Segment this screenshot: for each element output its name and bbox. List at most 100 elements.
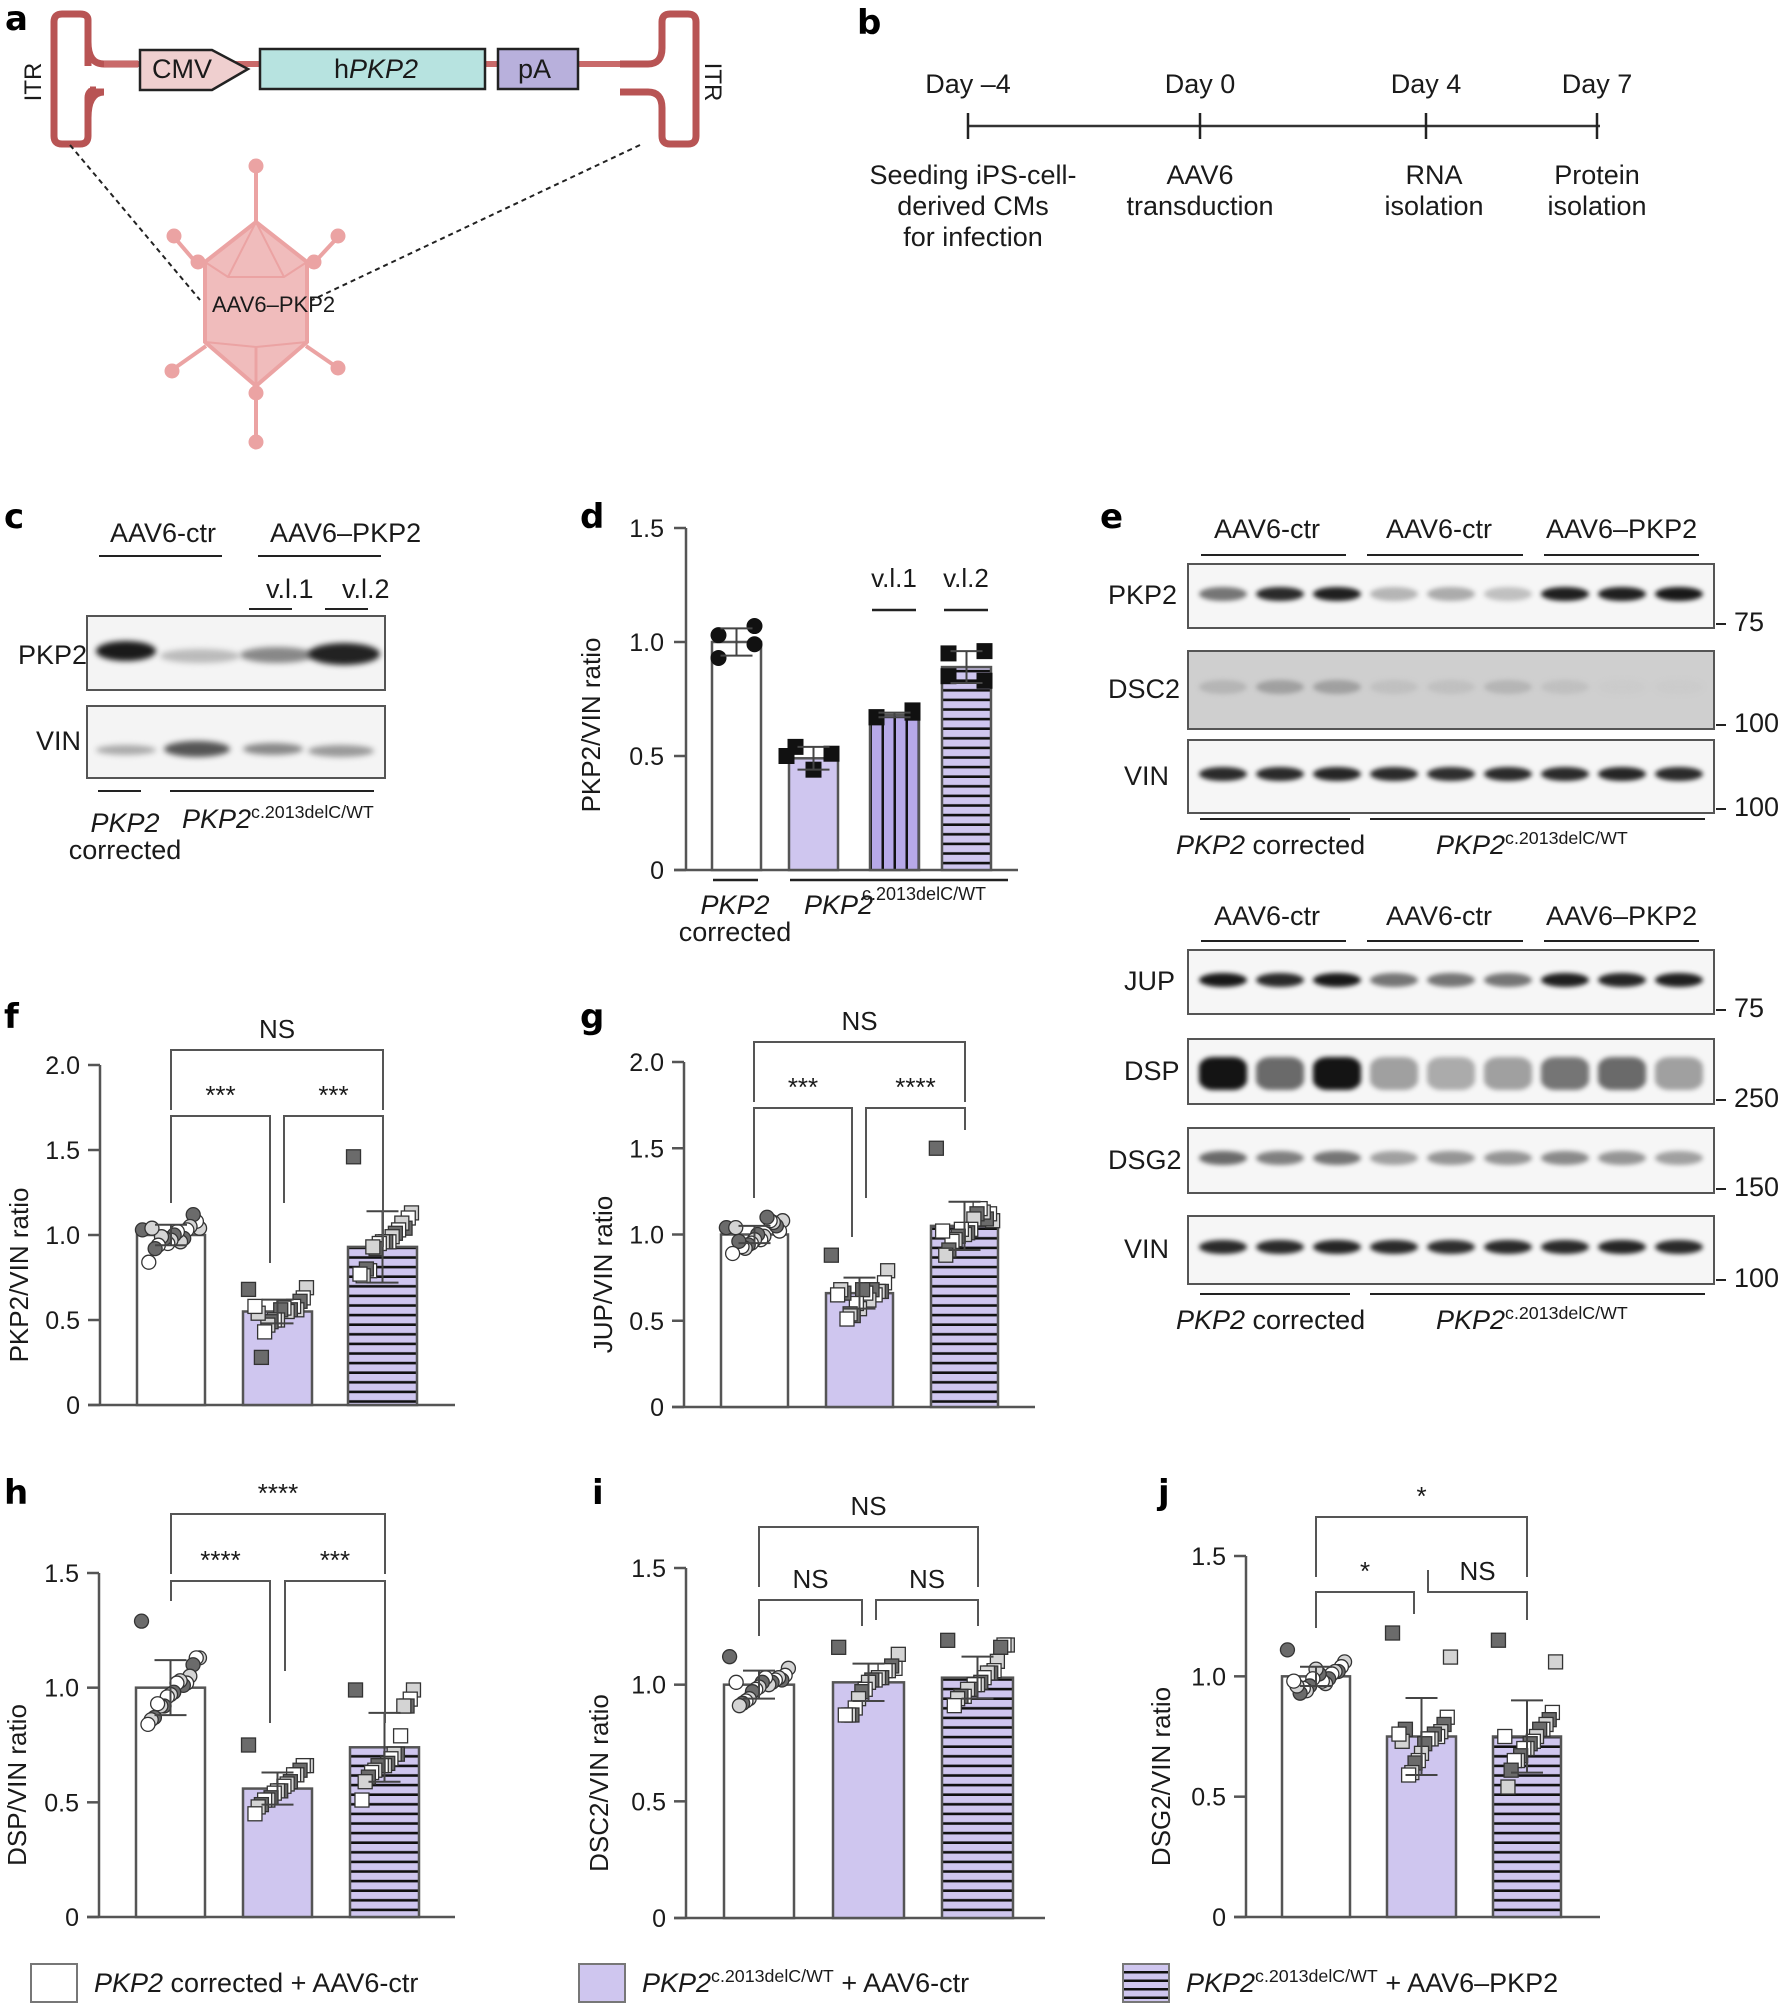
vl2-label: v.l.2	[342, 574, 390, 604]
blot-group-label: AAV6-ctr	[1386, 514, 1493, 544]
genotype-word: corrected	[1245, 1305, 1366, 1335]
data-point	[831, 1639, 847, 1655]
data-point	[347, 1682, 364, 1698]
western-blot-vin	[1187, 1215, 1715, 1285]
protein-band	[1199, 679, 1247, 694]
genotype-underline	[170, 790, 374, 792]
protein-band	[1655, 972, 1703, 987]
western-blot-pkp2	[86, 615, 386, 691]
timeline-event-line: Protein	[1554, 160, 1640, 190]
itr-left-icon	[50, 10, 97, 148]
group-underline	[1201, 940, 1346, 942]
bar	[868, 713, 921, 872]
protein-band	[1598, 1151, 1646, 1166]
data-point	[247, 1298, 263, 1315]
significance-label: ****	[895, 1072, 935, 1102]
significance-label: *	[1416, 1481, 1426, 1511]
legend-gene: PKP2	[1186, 1968, 1256, 1998]
data-point	[934, 1223, 951, 1239]
significance-bracket	[758, 1599, 863, 1636]
data-point	[746, 636, 763, 653]
mw-marker-label: 75	[1734, 993, 1765, 1023]
legend-sup: c.2013delC/WT	[1255, 1966, 1378, 1987]
data-point	[1500, 1779, 1516, 1795]
genotype-gene: PKP2	[1436, 830, 1506, 860]
panel-label-i: i	[592, 1473, 604, 1513]
legend-item: PKP2 corrected + AAV6-ctr	[94, 1968, 418, 1999]
blot-row-label: DSC2	[1108, 674, 1181, 704]
y-tick-label: 0	[652, 1905, 666, 1933]
panel-label-f: f	[4, 997, 19, 1037]
y-tick-label: 1.0	[631, 1672, 666, 1700]
group-underline	[1201, 554, 1346, 556]
panel-label-b: b	[857, 3, 882, 43]
protein-band	[1541, 1240, 1589, 1255]
significance-bracket	[170, 1049, 384, 1110]
mw-marker-label: 100	[1734, 1263, 1780, 1293]
protein-band	[1655, 586, 1703, 601]
panel-label-h: h	[4, 1473, 29, 1513]
data-point	[1286, 1673, 1302, 1689]
protein-band	[1541, 586, 1589, 601]
protein-band	[1370, 586, 1418, 601]
protein-band	[1199, 1240, 1247, 1255]
protein-band	[1598, 1056, 1646, 1091]
protein-band	[1199, 972, 1247, 987]
group-underline	[258, 555, 381, 557]
protein-band	[1313, 1056, 1361, 1091]
significance-bracket	[284, 1580, 386, 1723]
data-point	[365, 1239, 381, 1255]
significance-label: NS	[909, 1564, 945, 1594]
mw-marker-tick	[1716, 1188, 1726, 1190]
group-label-aav6-pkp2: AAV6–PKP2	[270, 518, 422, 548]
timeline-day-label: Day 0	[1164, 69, 1236, 99]
vector-construct-diagram	[50, 10, 700, 450]
itr-right-icon	[620, 10, 700, 148]
protein-band	[1313, 679, 1361, 694]
bar	[940, 665, 993, 872]
significance-label: NS	[792, 1564, 828, 1594]
protein-band	[1199, 586, 1247, 601]
blot-row-label: DSG2	[1108, 1144, 1182, 1175]
data-point	[854, 1282, 871, 1298]
pa-box	[496, 47, 580, 91]
protein-band	[1256, 1056, 1304, 1091]
mw-marker-tick	[1716, 623, 1726, 625]
timeline	[966, 113, 1600, 139]
bar	[710, 640, 763, 872]
data-point	[1503, 1762, 1519, 1778]
protein-band	[1256, 766, 1304, 781]
significance-bracket	[170, 1580, 271, 1723]
y-tick-label: 1.0	[1191, 1663, 1226, 1691]
data-point	[1442, 1649, 1459, 1665]
genotype-gene: PKP2	[700, 890, 769, 920]
y-tick-label: 2.0	[629, 1049, 664, 1077]
protein-band	[1427, 1056, 1475, 1091]
genotype-underline	[98, 790, 141, 792]
legend-item: PKP2c.2013delC/WT + AAV6–PKP2	[1186, 1966, 1558, 1999]
data-point	[940, 668, 957, 685]
y-tick-label: 2.0	[45, 1052, 80, 1080]
y-tick-label: 0	[1212, 1904, 1226, 1932]
protein-band	[1484, 1056, 1532, 1091]
chart-i: 0 0.5 1.0 1.5 DSC2/VIN ratio NS NS NS	[584, 1491, 1045, 1933]
timeline-event: AAV6 transduction	[1100, 160, 1300, 222]
blot-row-label: JUP	[1124, 966, 1176, 996]
panel-label-d: d	[580, 497, 605, 537]
timeline-event: Protein isolation	[1497, 160, 1697, 222]
panel-label-g: g	[580, 997, 605, 1037]
protein-band	[1427, 1240, 1475, 1255]
cmv-label: CMV	[152, 54, 212, 84]
y-tick-label: 0.5	[1191, 1784, 1226, 1812]
data-point	[147, 1240, 163, 1257]
data-point	[759, 1209, 775, 1225]
data-point	[345, 1149, 362, 1165]
protein-band	[1256, 972, 1304, 987]
data-point	[993, 1639, 1009, 1655]
blot-group-label: AAV6-ctr	[1214, 514, 1321, 544]
data-point	[837, 1707, 853, 1723]
western-blot-dsp	[1187, 1038, 1715, 1105]
